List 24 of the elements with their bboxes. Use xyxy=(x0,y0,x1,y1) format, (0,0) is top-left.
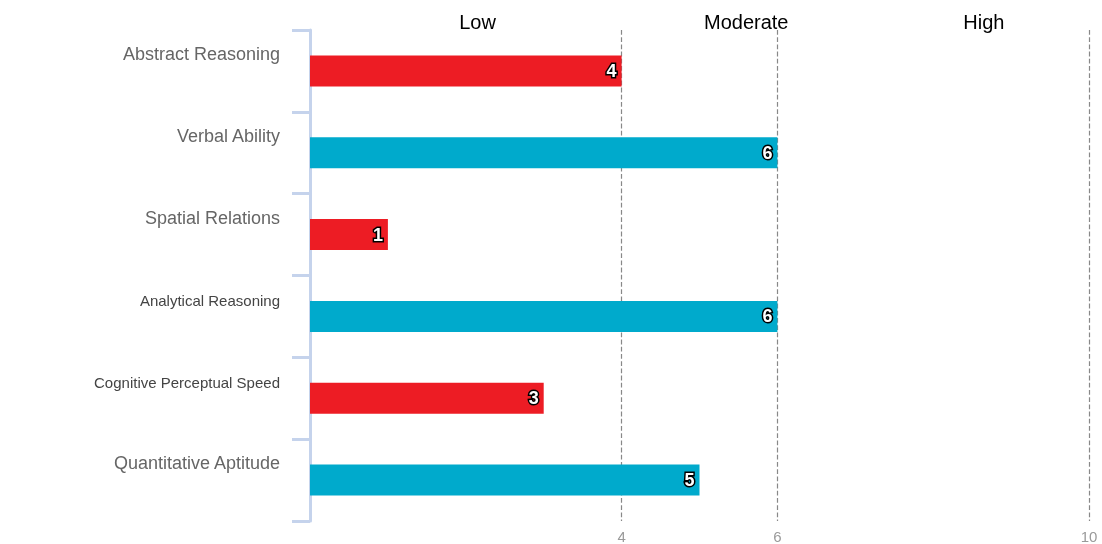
data-label: 6 xyxy=(762,142,773,163)
y-tick-label: Verbal Ability xyxy=(176,125,280,146)
y-tick-label: Quantitative Aptitude xyxy=(113,453,280,474)
bar xyxy=(310,382,544,414)
x-tick-label: 6 xyxy=(773,528,782,544)
data-label: 3 xyxy=(528,388,539,409)
y-tick-label: Cognitive Perceptual Speed xyxy=(94,374,280,392)
data-label: 6 xyxy=(762,306,773,327)
data-label: 4 xyxy=(606,60,617,81)
data-label: 1 xyxy=(372,224,383,245)
annotation: Low xyxy=(459,11,497,33)
data-label: 5 xyxy=(684,470,695,491)
x-tick-label: 10 xyxy=(1080,528,1098,544)
bar xyxy=(310,137,778,169)
annotation: Moderate xyxy=(703,11,789,33)
bar xyxy=(310,219,388,251)
y-tick-label: Analytical Reasoning xyxy=(139,292,280,310)
x-tick-label: 4 xyxy=(617,528,626,544)
y-tick-label: Spatial Relations xyxy=(144,207,280,228)
bar xyxy=(310,300,778,332)
bar xyxy=(310,55,622,87)
y-tick-label: Abstract Reasoning xyxy=(122,43,280,64)
bar xyxy=(310,464,700,496)
annotation: High xyxy=(963,11,1005,33)
